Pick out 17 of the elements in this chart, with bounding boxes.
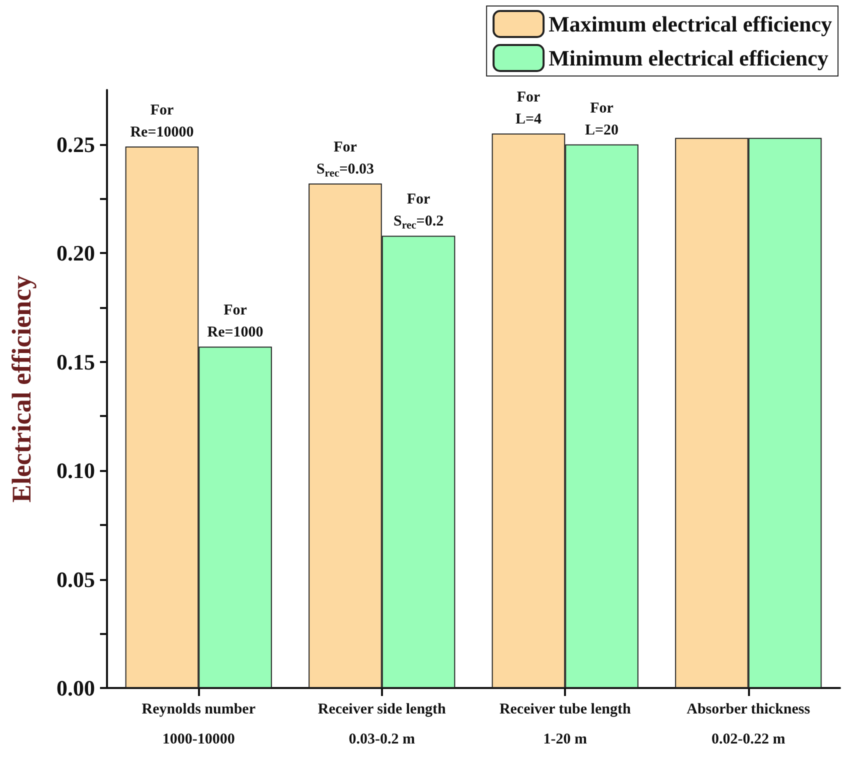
y-tick-label: 0.20 (56, 240, 95, 266)
y-tick-label: 0.00 (56, 676, 95, 700)
x-tick-label: Receiver tube length 1-20 m (499, 702, 632, 748)
annotation: For L=20 (584, 100, 619, 138)
annotation: For Re=1000 (207, 302, 264, 341)
y-axis-title: Electrical efficiency (6, 274, 36, 503)
y-tick-label: 0.05 (56, 566, 95, 592)
y-tick-label: 0.10 (56, 458, 95, 484)
legend-label: Minimum electrical efficiency (548, 46, 828, 70)
annotation: For L=4 (515, 89, 542, 128)
y-tick-label: 0.25 (56, 132, 95, 157)
x-tick-label: Absorber thickness 0.02-0.22 m (686, 702, 810, 748)
legend-label: Maximum electrical efficiency (548, 12, 832, 36)
x-tick-label: Receiver side length 0.03-0.2 m (318, 702, 447, 748)
y-tick-label: 0.15 (56, 349, 95, 374)
annotation: For Re=10000 (130, 102, 194, 141)
x-tick-label: Reynolds number 1000-10000 (142, 702, 256, 748)
